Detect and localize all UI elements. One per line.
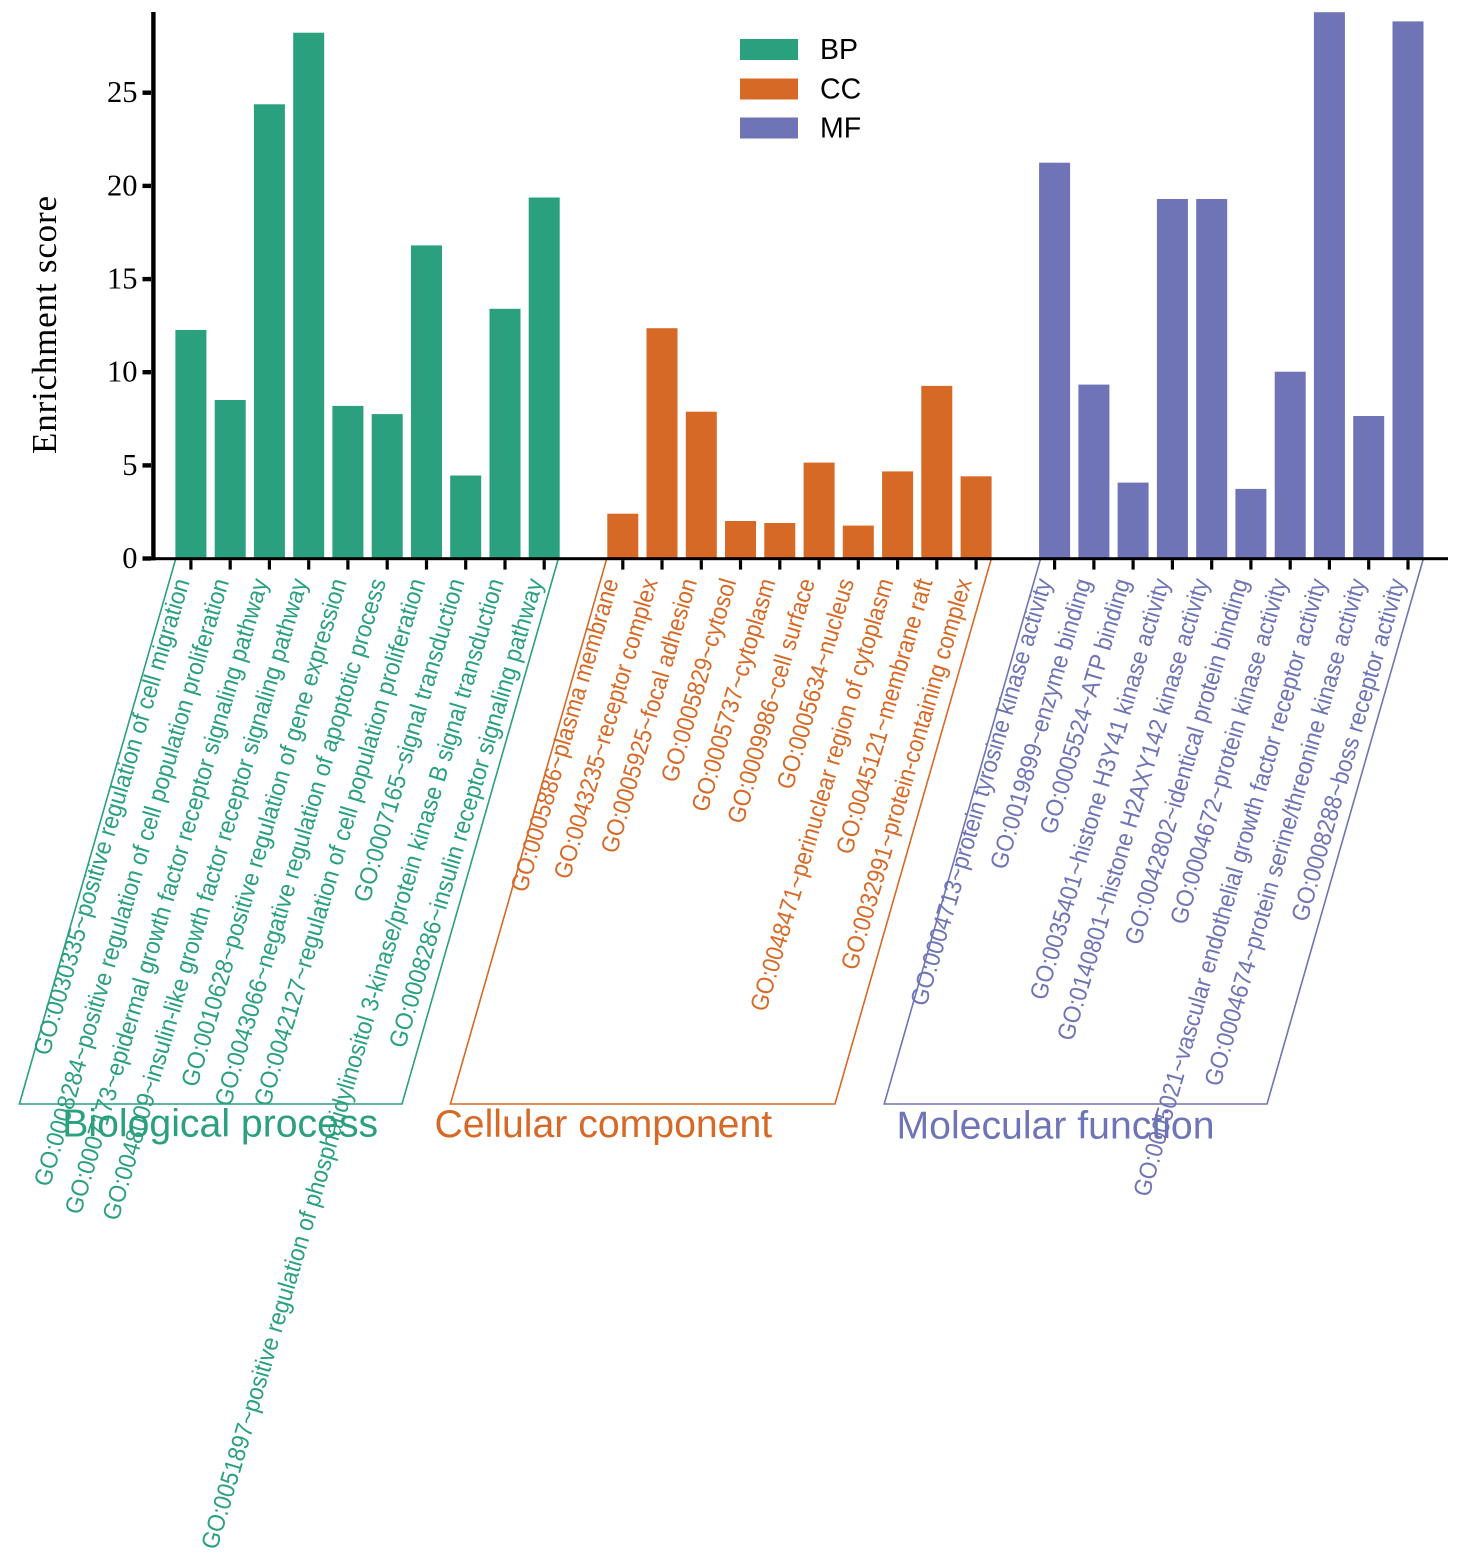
svg-text:Biological process: Biological process bbox=[62, 1103, 378, 1146]
svg-text:10: 10 bbox=[107, 355, 138, 389]
svg-text:BP: BP bbox=[820, 34, 858, 66]
svg-text:CC: CC bbox=[820, 73, 861, 105]
svg-text:Enrichment score: Enrichment score bbox=[25, 196, 64, 454]
svg-text:5: 5 bbox=[122, 448, 137, 482]
svg-text:20: 20 bbox=[107, 168, 138, 202]
svg-text:25: 25 bbox=[107, 75, 138, 109]
svg-text:MF: MF bbox=[820, 112, 861, 144]
svg-text:Molecular function: Molecular function bbox=[897, 1105, 1215, 1148]
svg-text:Cellular component: Cellular component bbox=[435, 1103, 773, 1146]
svg-text:15: 15 bbox=[107, 261, 138, 295]
svg-text:0: 0 bbox=[122, 541, 137, 575]
